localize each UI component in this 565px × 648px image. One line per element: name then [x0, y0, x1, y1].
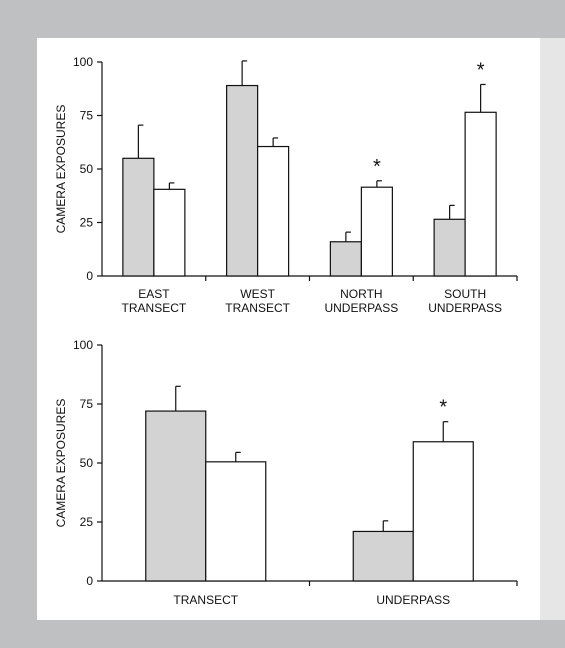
y-tick-label: 100 — [73, 55, 93, 69]
y-tick-label: 50 — [80, 162, 94, 176]
bar-shaded-1 — [226, 84, 259, 277]
y-tick-label: 25 — [80, 216, 94, 230]
category-label-1-1: TRANSECT — [225, 301, 290, 315]
bar-open-1 — [257, 145, 290, 277]
significance-marker-2: * — [373, 156, 381, 178]
y-tick-label: 100 — [73, 338, 93, 352]
y-tick-label: 50 — [80, 456, 94, 470]
y-axis-title: CAMERA EXPOSURES — [54, 399, 68, 528]
category-label-0-1: TRANSECT — [122, 301, 187, 315]
bar-open-2 — [360, 186, 393, 277]
chart-by-site-type: 0 25 50 75 100 CAMERA EXPOSURES TRANSECT * UNDER… — [54, 338, 518, 607]
figure-edge-strip — [540, 38, 565, 620]
bar-open-1 — [412, 441, 474, 582]
category-label-0-0: EAST — [138, 287, 170, 301]
category-label-2-0: NORTH — [340, 287, 382, 301]
category-label-1-0: WEST — [240, 287, 275, 301]
significance-marker-1: * — [439, 397, 447, 419]
y-tick-label: 25 — [80, 515, 94, 529]
y-axis-title: CAMERA EXPOSURES — [54, 105, 68, 234]
bar-shaded-2 — [329, 241, 362, 277]
y-tick-label: 75 — [80, 397, 94, 411]
bar-shaded-0 — [122, 157, 155, 277]
category-label-2-1: UNDERPASS — [324, 301, 398, 315]
bar-open-3 — [464, 111, 497, 277]
y-tick-label: 75 — [80, 109, 94, 123]
bar-open-0 — [153, 188, 186, 277]
category-label-0-0: TRANSECT — [173, 593, 238, 607]
bar-shaded-1 — [352, 530, 414, 582]
y-tick-label: 0 — [86, 574, 93, 588]
category-label-3-0: SOUTH — [444, 287, 486, 301]
category-label-1-0: UNDERPASS — [376, 593, 450, 607]
bar-open-0 — [205, 461, 267, 582]
category-label-3-1: UNDERPASS — [428, 301, 502, 315]
y-tick-label: 0 — [86, 269, 93, 283]
significance-marker-3: * — [477, 59, 485, 81]
bar-shaded-3 — [433, 218, 466, 277]
bar-shaded-0 — [145, 410, 207, 582]
